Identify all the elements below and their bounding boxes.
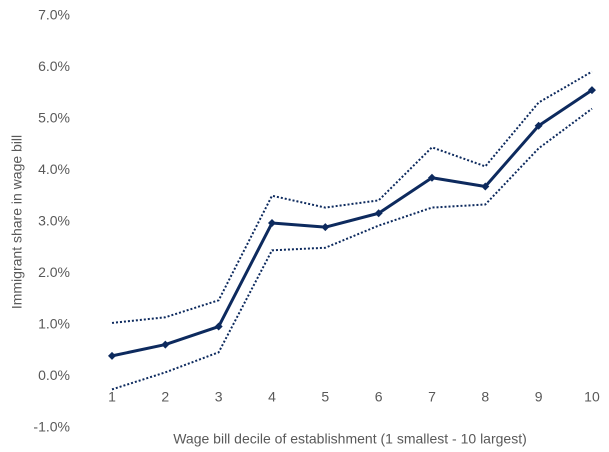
x-axis-label: Wage bill decile of establishment (1 sma… <box>173 431 527 447</box>
y-tick-label: 4.0% <box>38 161 70 177</box>
y-tick-label: 2.0% <box>38 264 70 280</box>
x-tick-label: 8 <box>481 389 489 405</box>
x-tick-label: 6 <box>375 389 383 405</box>
marker <box>481 182 490 191</box>
y-tick-label: -1.0% <box>33 419 70 435</box>
y-tick-label: 6.0% <box>38 58 70 74</box>
x-tick-label: 10 <box>584 389 600 405</box>
marker <box>108 351 116 360</box>
x-tick-label: 1 <box>108 389 116 405</box>
y-tick-label: 3.0% <box>38 213 70 229</box>
x-tick-label: 5 <box>321 389 329 405</box>
marker <box>214 322 223 331</box>
marker <box>587 86 596 95</box>
series-line <box>111 88 593 358</box>
x-tick-label: 7 <box>428 389 436 405</box>
marker <box>374 209 383 218</box>
x-tick-label: 9 <box>535 389 543 405</box>
y-tick-label: 5.0% <box>38 110 70 126</box>
marker <box>321 223 330 232</box>
marker <box>534 121 543 130</box>
y-tick-label: 1.0% <box>38 316 70 332</box>
series-line <box>111 70 593 324</box>
x-tick-label: 4 <box>268 389 276 405</box>
x-tick-label: 3 <box>215 389 223 405</box>
marker <box>161 340 170 349</box>
x-tick-label: 2 <box>161 389 169 405</box>
marker <box>267 219 276 228</box>
marker <box>427 173 436 182</box>
y-tick-label: 7.0% <box>38 7 70 23</box>
series-line <box>111 107 593 391</box>
y-axis-label: Immigrant share in wage bill <box>9 135 25 309</box>
y-tick-label: 0.0% <box>38 367 70 383</box>
